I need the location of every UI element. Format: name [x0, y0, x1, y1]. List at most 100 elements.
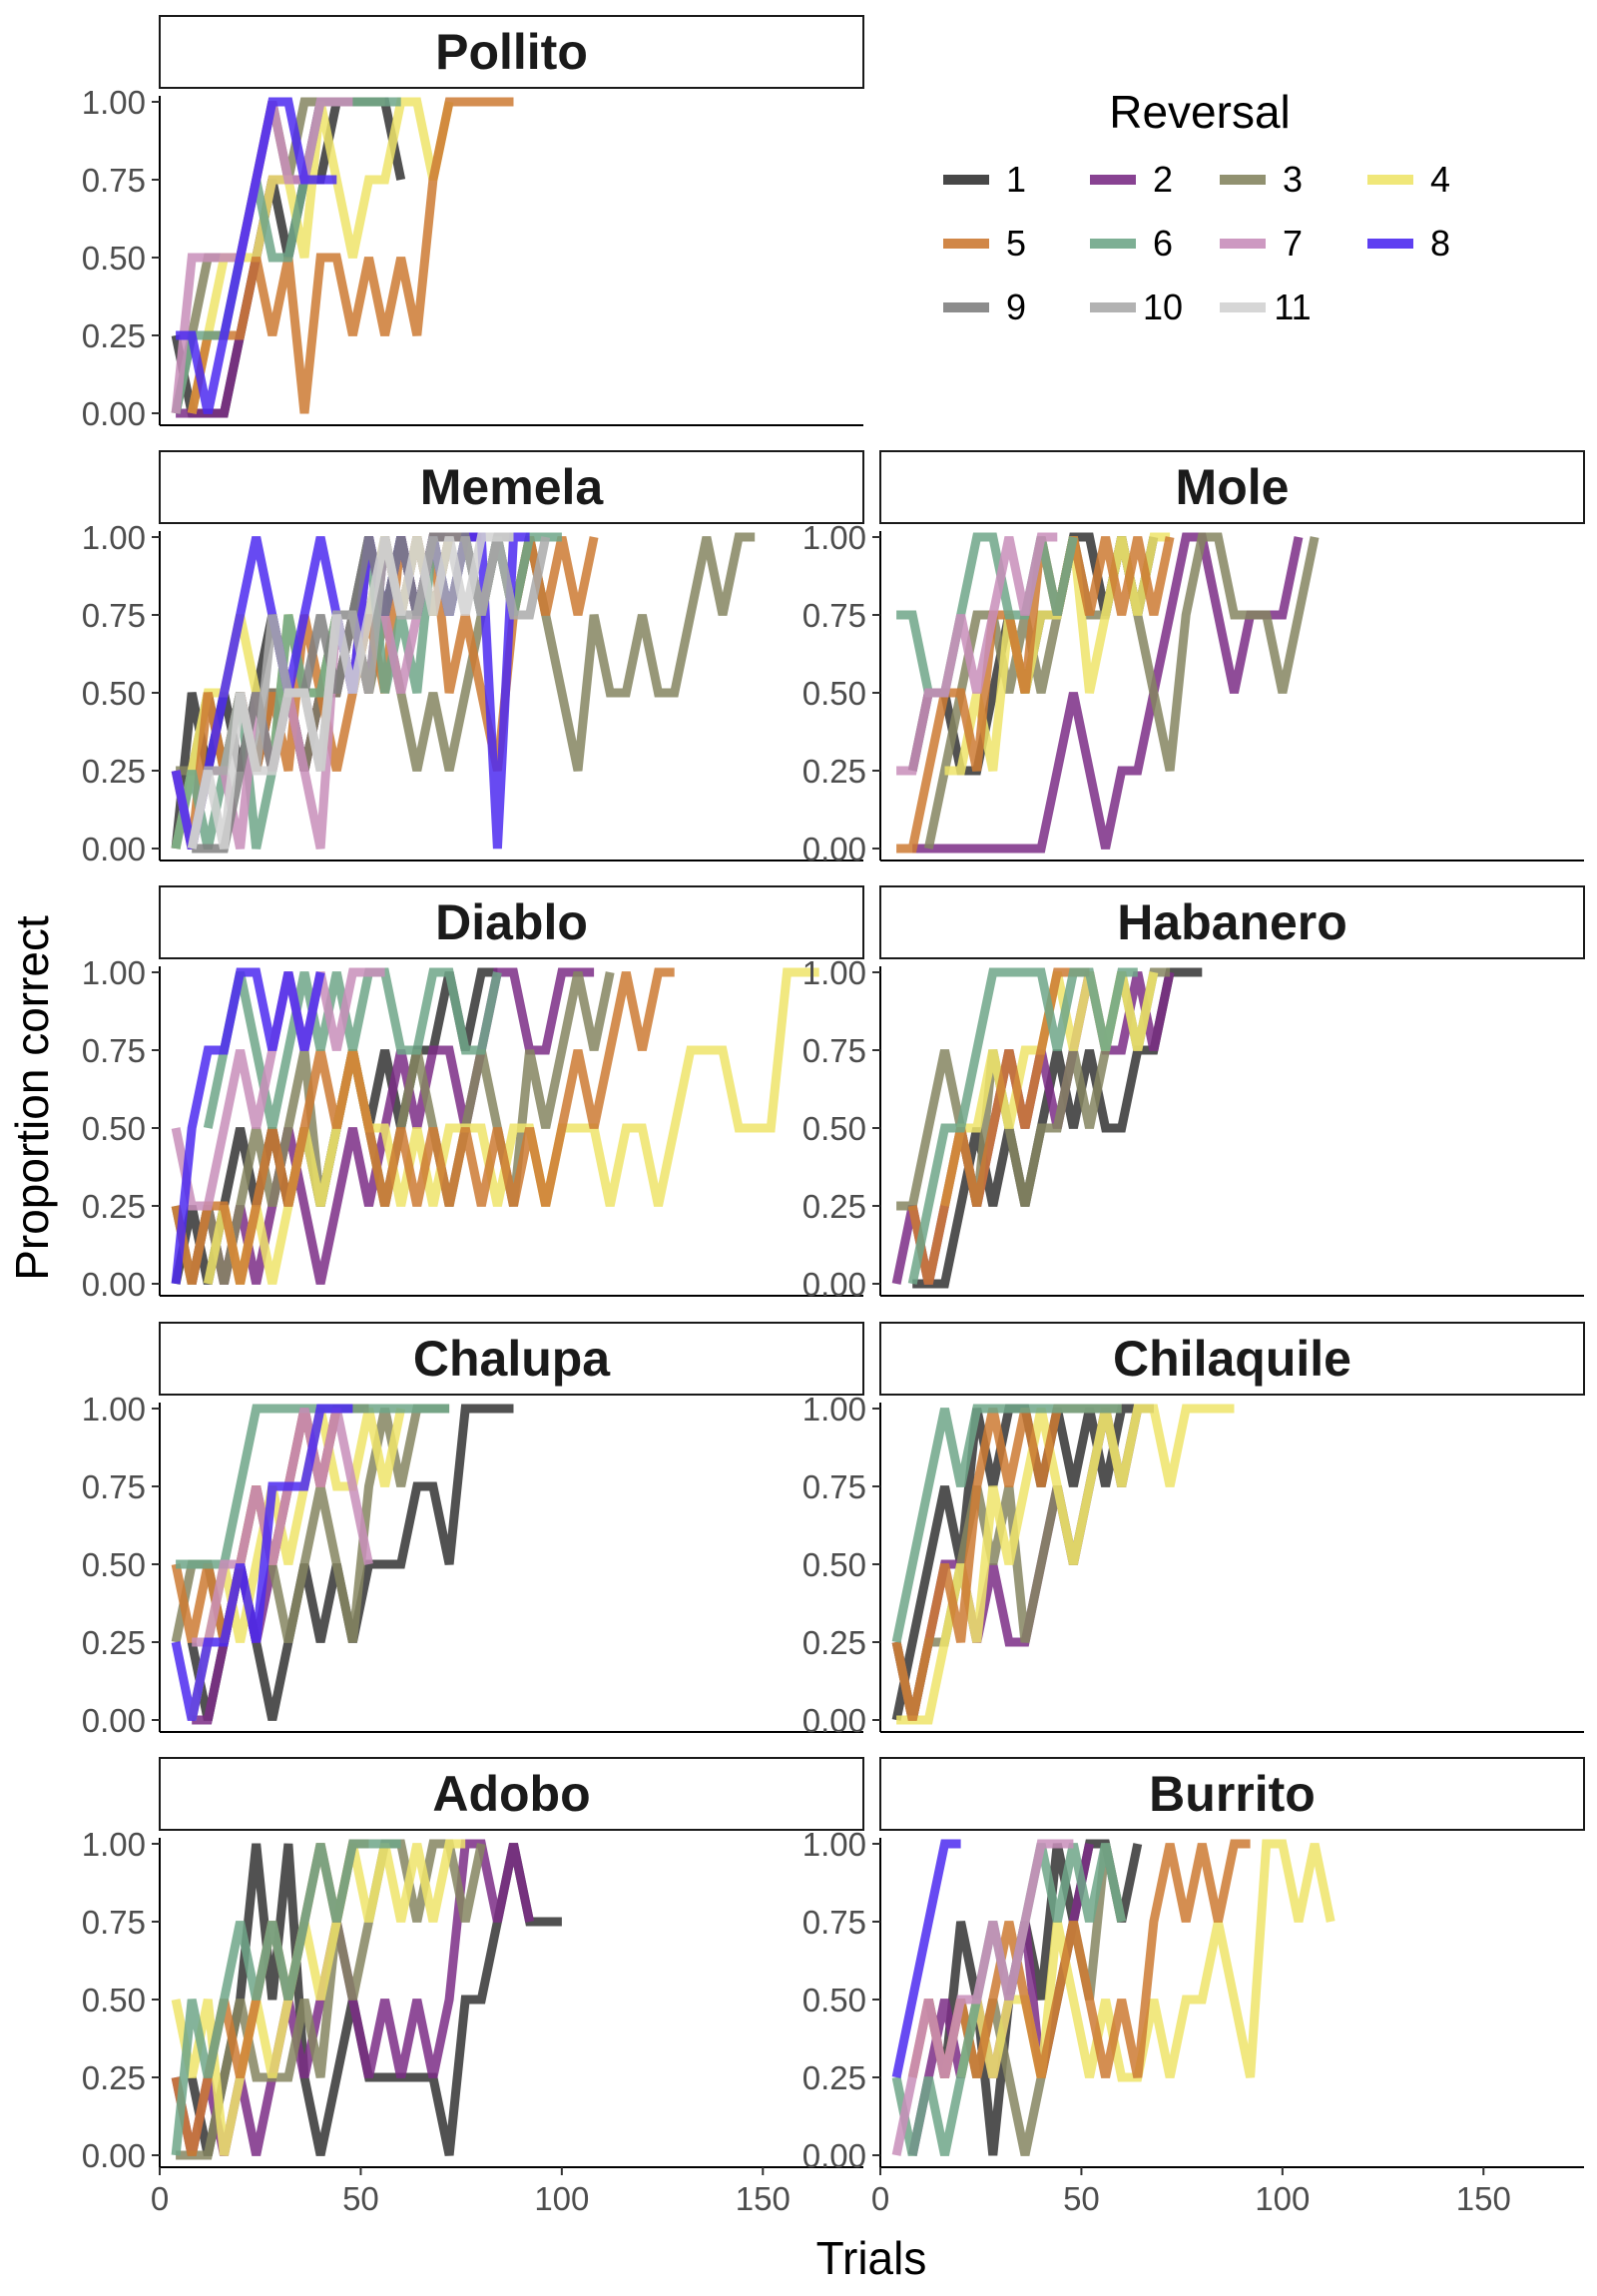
y-tick-label: 0.25	[82, 753, 146, 790]
legend: Reversal 1 2 3 4 5 6 7 8 9 10 11	[943, 86, 1450, 327]
facet-panel: Memela 0.00 0.25 0.50 0.75 1.00	[82, 450, 864, 867]
series-line-reversal-7	[192, 1408, 373, 1647]
facet-strip	[159, 885, 864, 959]
series-line-reversal-11	[187, 532, 514, 850]
y-tick-label: 0.75	[802, 1904, 866, 1941]
facet-panel: Adobo 0.00 0.25 0.50 0.75 1.00 0 50 100 150	[82, 1757, 864, 2217]
facet-title: Mole	[1176, 459, 1290, 515]
facet-title: Burrito	[1149, 1766, 1316, 1822]
series-line-reversal-7	[891, 1839, 1074, 2156]
legend-label-4: 4	[1430, 159, 1450, 200]
series-line-reversal-4	[171, 1839, 466, 2156]
y-tick-label: 0.50	[82, 1546, 146, 1583]
series-line-reversal-8	[171, 1404, 353, 1721]
y-tick-label: 1.00	[82, 519, 146, 556]
y-tick-label: 0.50	[802, 1110, 866, 1147]
facet-title: Pollito	[435, 24, 588, 80]
y-tick-label: 0.00	[802, 831, 866, 867]
facet-title: Chalupa	[413, 1331, 611, 1387]
series-line-reversal-6	[171, 1839, 401, 2156]
facet-panel: Pollito 0.00 0.25 0.50 0.75 1.00	[82, 15, 864, 432]
series-line-reversal-7	[896, 532, 1058, 776]
facet-panel: Burrito 0.00 0.25 0.50 0.75 1.00 0 50 100 150	[802, 1757, 1585, 2217]
facet-strip	[159, 15, 864, 89]
facet-strip	[879, 885, 1585, 959]
series-line-reversal-5	[171, 967, 675, 1285]
y-tick-label: 0.25	[802, 1188, 866, 1225]
legend-label-6: 6	[1153, 223, 1173, 264]
facet-strip	[159, 1757, 864, 1831]
y-tick-label: 0.25	[802, 2059, 866, 2096]
x-tick-label: 150	[736, 2180, 791, 2217]
y-tick-label: 0.50	[82, 1982, 146, 2018]
series-line-reversal-6	[891, 1404, 1122, 1643]
y-tick-label: 0.75	[802, 1032, 866, 1069]
y-tick-label: 0.00	[82, 1702, 146, 1739]
y-tick-label: 1.00	[82, 1391, 146, 1428]
y-tick-label: 0.25	[82, 317, 146, 354]
series-line-reversal-3	[176, 1839, 486, 2160]
legend-label-11: 11	[1274, 287, 1311, 327]
x-tick-label: 0	[151, 2180, 169, 2217]
facet-title: Diablo	[435, 894, 588, 950]
y-tick-label: 0.00	[802, 1266, 866, 1303]
series-line-reversal-5	[187, 97, 514, 414]
series-line-reversal-6	[907, 967, 1138, 1285]
y-tick-label: 0.00	[82, 2137, 146, 2174]
y-tick-label: 1.00	[802, 519, 866, 556]
y-tick-label: 0.00	[82, 1266, 146, 1303]
y-tick-label: 0.00	[82, 395, 146, 432]
y-tick-label: 0.75	[802, 1468, 866, 1505]
legend-label-3: 3	[1283, 159, 1303, 200]
y-tick-label: 0.00	[82, 831, 146, 867]
x-tick-label: 50	[342, 2180, 379, 2217]
y-tick-label: 0.25	[82, 1188, 146, 1225]
panels: Pollito 0.00 0.25 0.50 0.75 1.00 Memela 0.00 0.2…	[82, 15, 1585, 2217]
y-tick-label: 0.50	[802, 1546, 866, 1583]
y-tick-label: 0.75	[802, 597, 866, 634]
y-tick-label: 0.50	[82, 675, 146, 712]
y-tick-label: 1.00	[802, 954, 866, 991]
legend-label-10: 10	[1143, 287, 1183, 327]
facet-strip	[879, 1757, 1585, 1831]
x-tick-label: 150	[1456, 2180, 1511, 2217]
series-line-reversal-8	[891, 1839, 961, 2078]
series-line-reversal-8	[176, 97, 337, 414]
y-tick-label: 0.50	[802, 675, 866, 712]
y-tick-label: 0.75	[82, 597, 146, 634]
legend-label-2: 2	[1153, 159, 1173, 200]
series-line-reversal-4	[187, 1408, 406, 1721]
legend-label-7: 7	[1283, 223, 1303, 264]
x-tick-label: 100	[1255, 2180, 1310, 2217]
series-line-reversal-8	[171, 967, 325, 1285]
facet-title: Habanero	[1117, 894, 1347, 950]
y-tick-label: 0.75	[82, 1468, 146, 1505]
facet-title: Adobo	[432, 1766, 590, 1822]
y-tick-label: 0.50	[82, 240, 146, 277]
y-tick-label: 0.25	[82, 1624, 146, 1661]
y-tick-label: 1.00	[82, 1826, 146, 1863]
facet-panel: Habanero 0.00 0.25 0.50 0.75 1.00	[802, 885, 1585, 1303]
x-tick-label: 100	[534, 2180, 589, 2217]
y-tick-label: 1.00	[82, 84, 146, 121]
series-line-reversal-2	[912, 532, 1304, 854]
y-tick-label: 0.75	[82, 162, 146, 199]
legend-title: Reversal	[1109, 86, 1291, 138]
series-line-reversal-4	[203, 967, 819, 1285]
y-tick-label: 1.00	[802, 1391, 866, 1428]
x-tick-label: 0	[871, 2180, 889, 2217]
facet-strip	[159, 1322, 864, 1396]
x-axis-title: Trials	[816, 2232, 927, 2284]
facet-title: Memela	[420, 459, 605, 515]
legend-label-5: 5	[1006, 223, 1026, 264]
facet-panel: Diablo 0.00 0.25 0.50 0.75 1.00	[82, 885, 864, 1303]
series-line-reversal-6	[203, 967, 502, 1129]
y-tick-label: 0.50	[802, 1982, 866, 2018]
series-line-reversal-2	[187, 967, 595, 1285]
y-tick-label: 0.50	[82, 1110, 146, 1147]
legend-label-8: 8	[1430, 223, 1450, 264]
y-tick-label: 0.75	[82, 1904, 146, 1941]
x-tick-label: 50	[1063, 2180, 1100, 2217]
facet-strip	[159, 450, 864, 524]
